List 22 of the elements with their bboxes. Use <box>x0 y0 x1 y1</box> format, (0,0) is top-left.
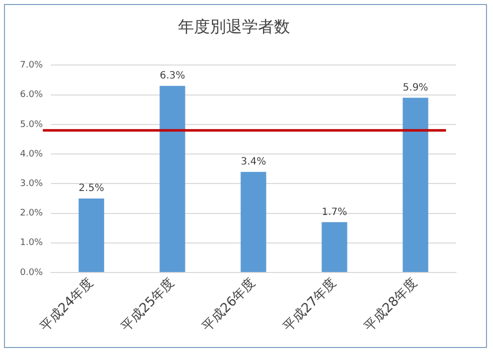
data-label: 3.4% <box>240 156 266 168</box>
data-label: 1.7% <box>322 206 348 218</box>
bar <box>240 172 266 272</box>
y-tick-label: 4.0% <box>20 149 44 160</box>
x-tick-label: 平成25年度 <box>118 274 178 335</box>
y-tick-label: 3.0% <box>20 179 44 189</box>
y-tick-label: 6.0% <box>20 90 44 100</box>
chart-title: 年度別退学者数 <box>178 16 290 36</box>
x-tick-label: 平成27年度 <box>280 274 340 335</box>
x-tick-label: 平成26年度 <box>198 274 259 335</box>
data-label: 2.5% <box>78 183 104 194</box>
y-tick-label: 1.0% <box>20 238 44 248</box>
x-tick-label: 平成28年度 <box>360 274 421 335</box>
bar <box>78 198 104 272</box>
y-tick-label: 7.0% <box>20 60 44 71</box>
data-label: 5.9% <box>402 82 428 94</box>
bar <box>160 86 186 272</box>
y-tick-label: 2.0% <box>20 208 44 219</box>
y-tick-label: 5.0% <box>20 120 44 130</box>
data-label: 6.3% <box>160 70 186 82</box>
bar <box>402 98 428 272</box>
bar <box>322 222 348 272</box>
